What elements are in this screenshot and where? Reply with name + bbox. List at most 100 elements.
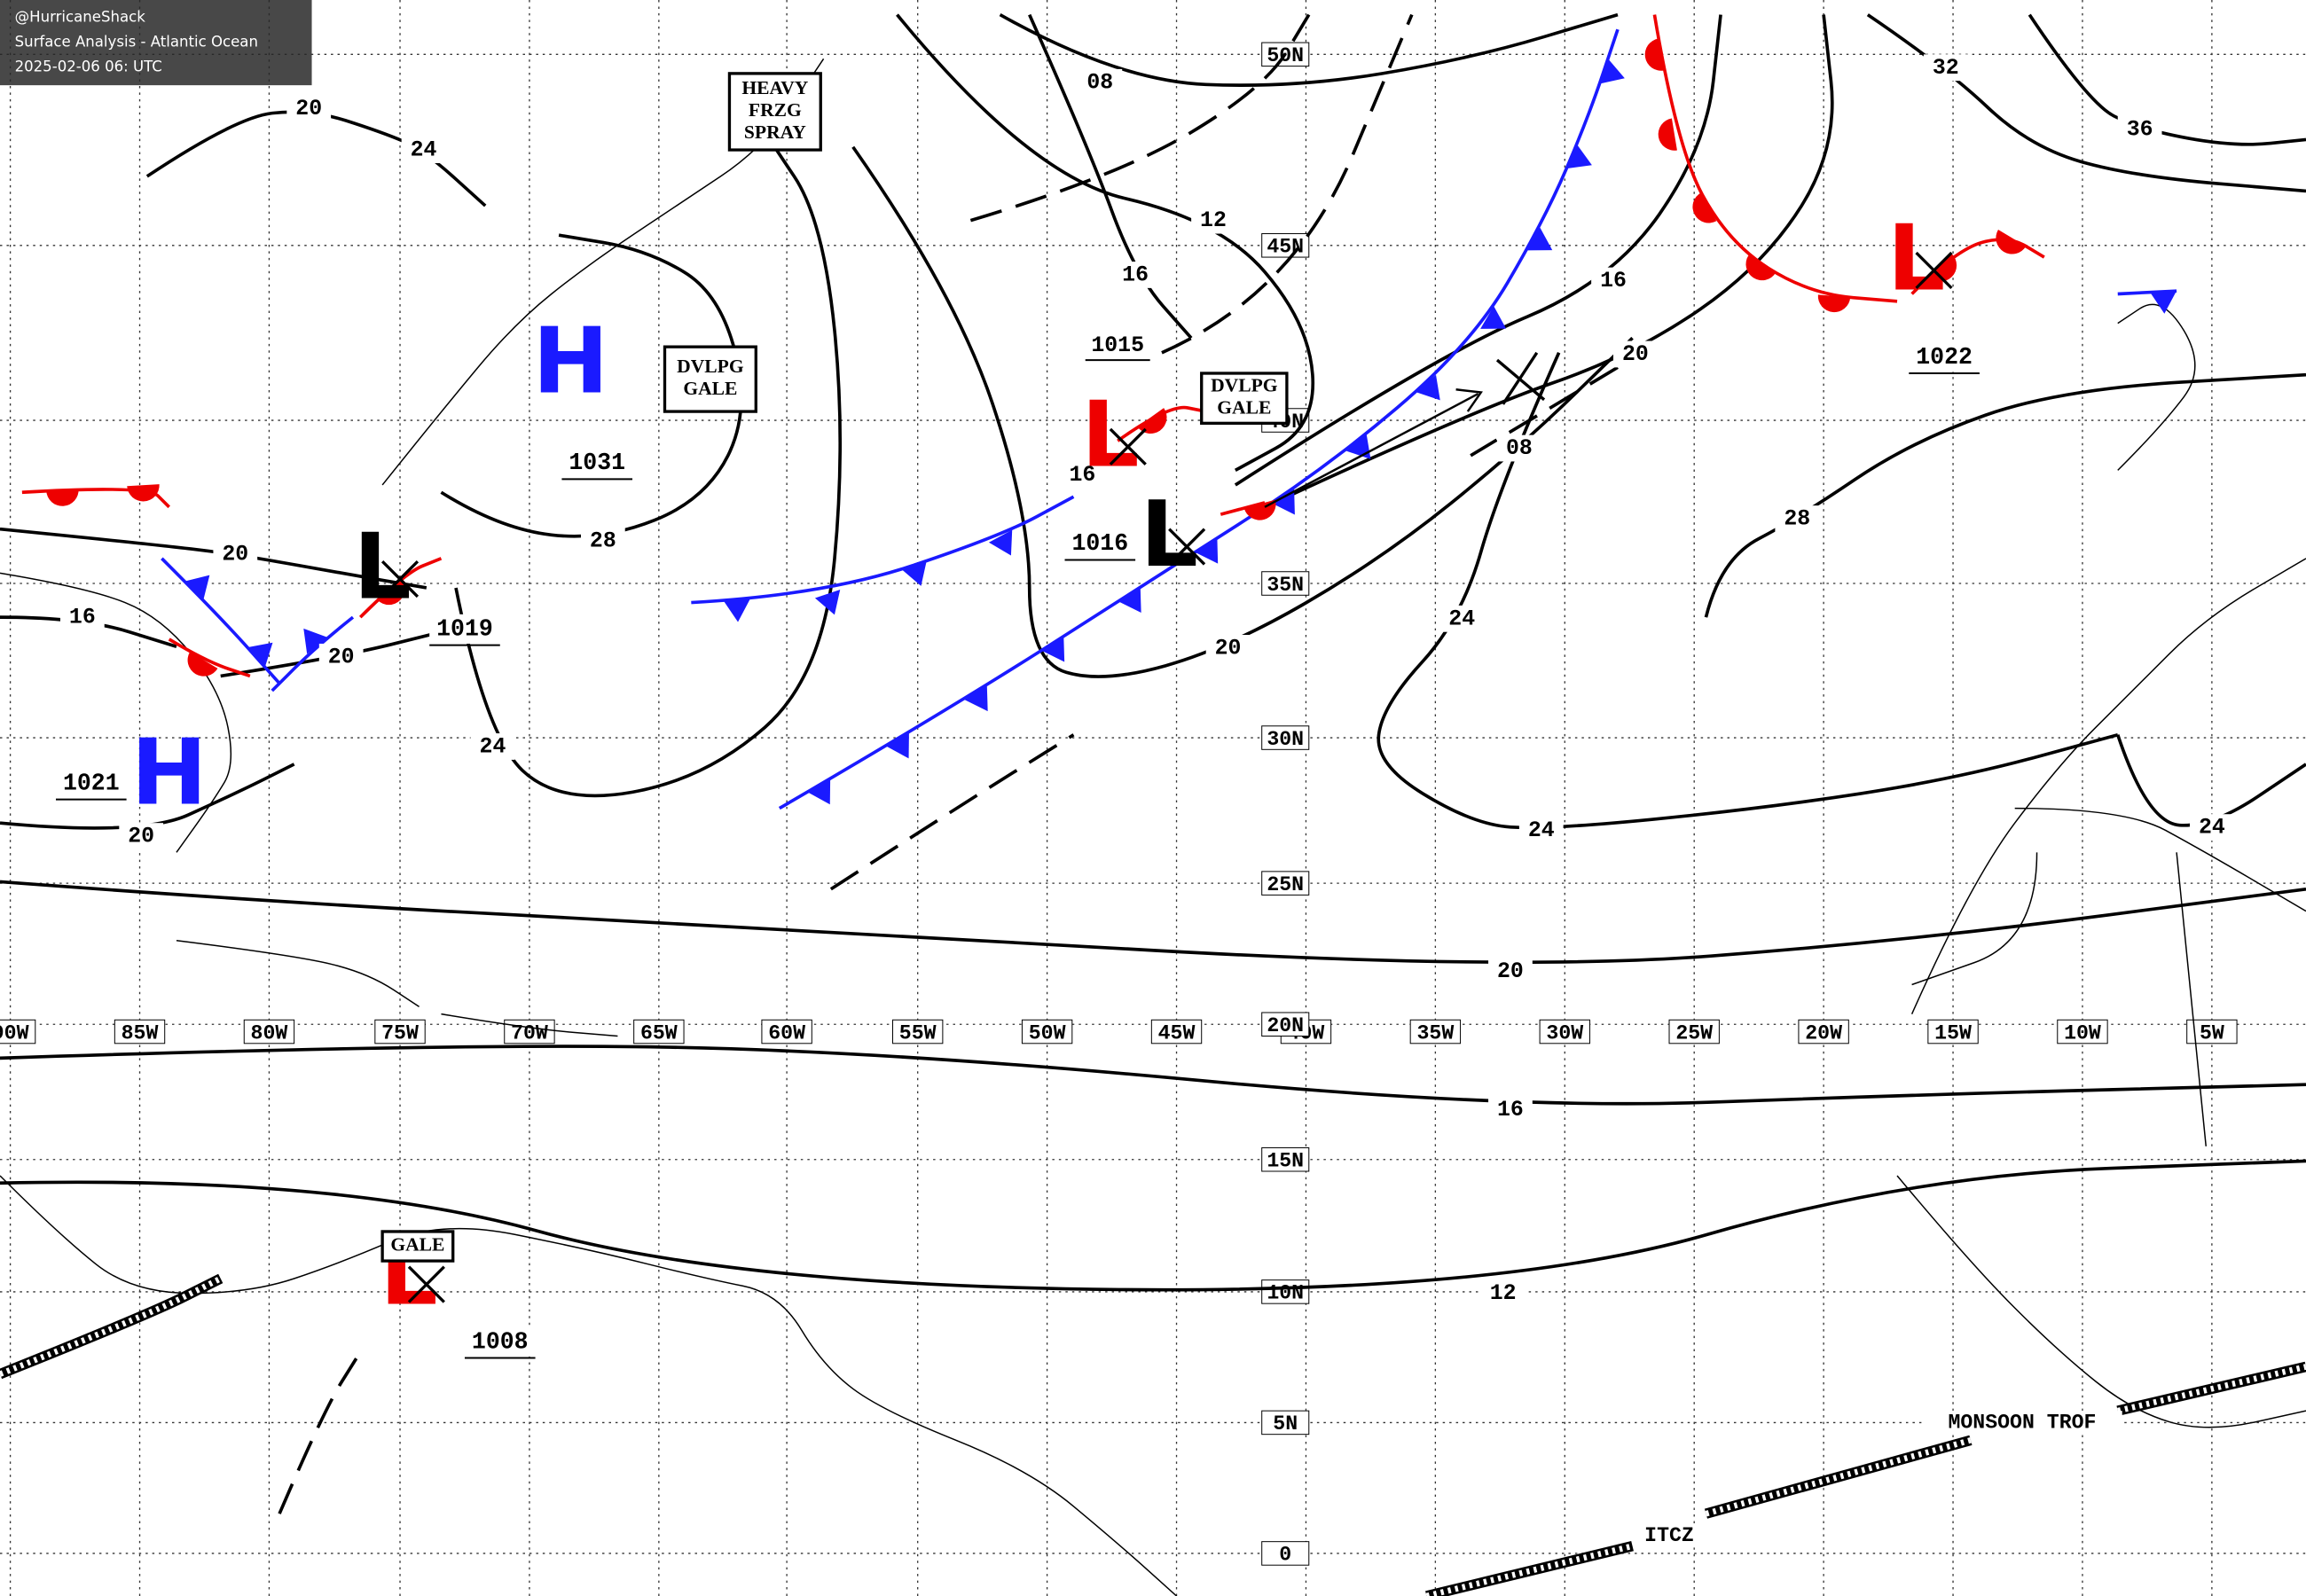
center-pressure: 1022 <box>1916 344 1973 371</box>
warning-box <box>380 1230 455 1263</box>
center-pressure: 1016 <box>1071 530 1128 557</box>
warning-text: GALE <box>390 1233 444 1255</box>
watermark-bg <box>0 0 312 86</box>
warning-text: GALE <box>683 378 737 399</box>
isobar-label-bg <box>1497 434 1541 462</box>
cold-front-barb <box>723 598 750 622</box>
warm-front-bump <box>1644 38 1664 71</box>
lat-label-bg <box>1261 725 1310 750</box>
warning-text: HEAVY <box>741 77 808 98</box>
isobar-label: 16 <box>1600 269 1627 293</box>
isobar-label-bg <box>2117 115 2162 143</box>
lat-label-bg <box>1261 1279 1310 1304</box>
lat-label-bg <box>1261 1012 1310 1037</box>
lon-label-bg <box>633 1019 685 1044</box>
isobar-label: 1015 <box>1091 333 1144 358</box>
lon-label-bg <box>374 1019 426 1044</box>
trough <box>1470 365 1619 458</box>
lon-label-bg <box>504 1019 555 1044</box>
longitude-label: 65W <box>640 1021 678 1044</box>
isobar-label-bg <box>1518 817 1564 844</box>
isobar-label-bg <box>1439 605 1485 632</box>
cold-front-barb <box>1271 489 1295 515</box>
watermark-title: Surface Analysis - Atlantic Ocean <box>15 34 258 51</box>
lon-label-bg <box>1798 1019 1849 1044</box>
isobar-label-bg <box>580 528 625 554</box>
center-x <box>407 1265 445 1303</box>
isobar <box>0 1044 2306 1106</box>
isobar-label-bg <box>119 823 164 850</box>
watermark-source: @HurricaneShack <box>15 8 146 25</box>
cold-front-barb <box>2150 291 2177 314</box>
coastline <box>176 940 420 1007</box>
center-pressure: 1021 <box>63 770 120 796</box>
annotation: ITCZ <box>1644 1524 1694 1547</box>
longitude-label: 90W <box>0 1021 29 1044</box>
cold-front-barb <box>1416 374 1440 401</box>
coastline <box>381 58 825 486</box>
x-mark <box>1495 351 1546 405</box>
cold-front-barb <box>184 575 210 600</box>
coastline <box>441 1013 618 1037</box>
watermark-time: 2025-02-06 06: UTC <box>15 59 162 75</box>
labels: 08 12 16 1015 16 08 16 20 32 36 28 24 20 24 24 20 16 12 28… <box>56 54 2234 1548</box>
warning-text: DVLPG <box>677 356 744 377</box>
isobar-label: 24 <box>411 138 437 163</box>
longitude-label: 55W <box>899 1021 937 1044</box>
isobar <box>0 1159 2306 1292</box>
warm-front-bump <box>187 652 218 677</box>
lon-label-bg <box>0 1019 36 1044</box>
lon-label-bg <box>761 1019 812 1044</box>
longitude-label: 50W <box>1029 1021 1066 1044</box>
coastline <box>2014 807 2306 912</box>
annotation: MONSOON TROF <box>1948 1412 2096 1435</box>
warm-front-bump <box>1745 255 1777 281</box>
lon-label-bg <box>243 1019 295 1044</box>
itcz-inner <box>1425 1543 1634 1596</box>
warning-text: SPRAY <box>744 121 806 143</box>
cold-front-barb <box>964 685 988 712</box>
lat-label-bg <box>1261 1410 1310 1436</box>
isobar-label-bg <box>401 137 446 163</box>
warning-box <box>663 345 757 413</box>
longitude-label: 85W <box>122 1021 159 1044</box>
warning-text: DVLPG <box>1211 375 1278 396</box>
isobar-label: 16 <box>1497 1098 1524 1123</box>
isobar <box>1377 352 2119 830</box>
lon-label-bg <box>1927 1019 1979 1044</box>
lon-label-bg <box>1021 1019 1073 1044</box>
warning-text: GALE <box>1217 397 1271 419</box>
center-x <box>1109 427 1147 466</box>
isobar-label: 16 <box>69 606 96 630</box>
latitude-label: 0 <box>1279 1544 1291 1567</box>
center-symbol: H <box>131 721 208 826</box>
isobar <box>0 880 2306 965</box>
lat-label-bg <box>1261 1541 1310 1566</box>
lon-label-bg <box>114 1019 166 1044</box>
cold-front-barb <box>1195 537 1219 564</box>
cold-front <box>691 495 1075 605</box>
pressure-bg <box>429 614 500 644</box>
cold-front-barb <box>1118 586 1141 613</box>
isobar-label-bg <box>213 540 258 567</box>
lat-label-bg <box>1261 1146 1310 1172</box>
longitude-label: 60W <box>768 1021 805 1044</box>
center-symbol: L <box>1140 482 1197 588</box>
lat-label-bg <box>1261 871 1310 896</box>
longitude-label: 75W <box>381 1021 419 1044</box>
warm-front-bump <box>1658 118 1677 151</box>
isobar-label: 24 <box>1448 606 1475 631</box>
latitude-label: 45N <box>1267 236 1304 259</box>
isobar <box>2116 734 2306 827</box>
isobar-label: 20 <box>295 97 322 121</box>
center-pressure: 1031 <box>569 450 625 476</box>
longitude-label: 80W <box>251 1021 288 1044</box>
isobar-label: 20 <box>1622 342 1649 367</box>
isobar-label: 12 <box>1200 208 1227 233</box>
cold-front <box>161 557 281 685</box>
warm-front-bump <box>1996 229 2027 254</box>
isobar <box>1704 372 2306 618</box>
center-symbol: L <box>353 515 411 621</box>
isobar-label-bg <box>1480 1279 1526 1307</box>
